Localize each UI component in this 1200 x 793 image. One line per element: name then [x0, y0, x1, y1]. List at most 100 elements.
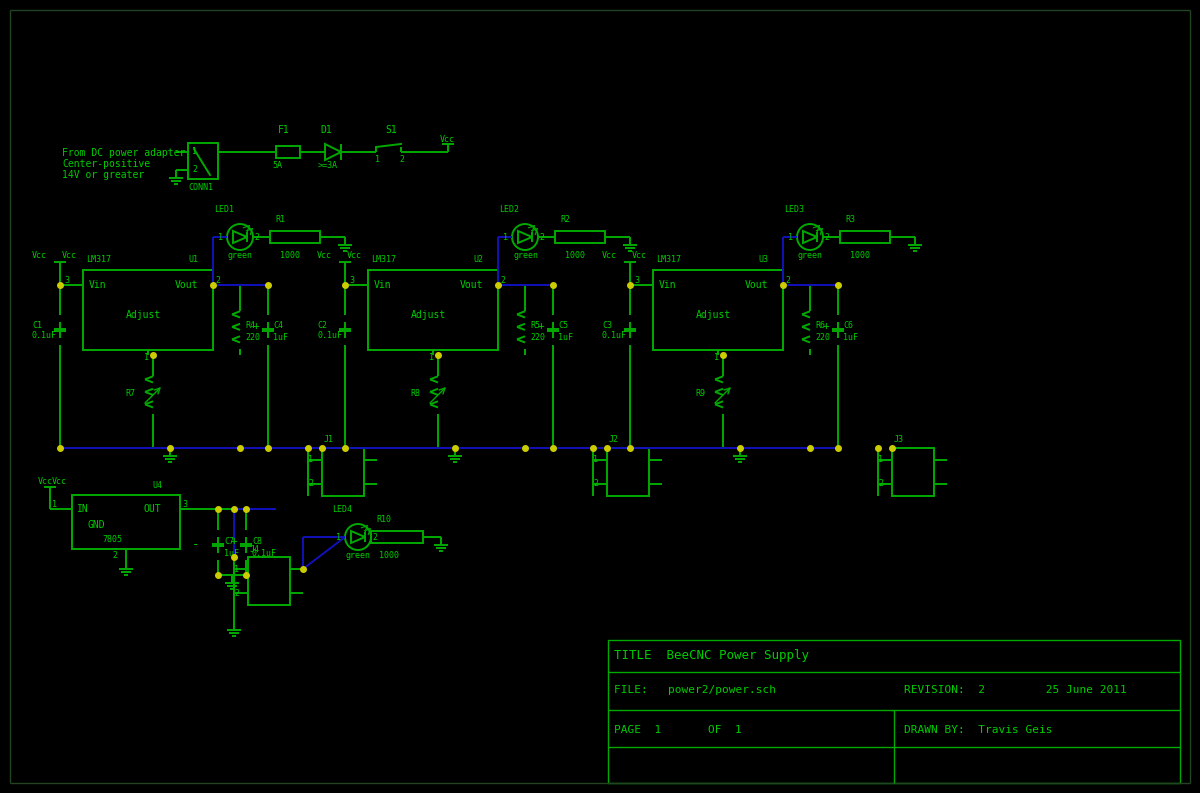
Text: +: + — [823, 321, 829, 331]
Text: REVISION:  2         25 June 2011: REVISION: 2 25 June 2011 — [904, 685, 1127, 695]
Bar — [840, 231, 890, 243]
Text: 2: 2 — [824, 232, 829, 242]
Text: Vout: Vout — [745, 280, 768, 290]
Text: 1000: 1000 — [850, 251, 870, 259]
Text: R5: R5 — [530, 320, 540, 330]
Text: Adjust: Adjust — [126, 310, 161, 320]
Text: 14V or greater: 14V or greater — [62, 170, 144, 180]
Text: Vcc: Vcc — [347, 251, 362, 260]
Text: J4: J4 — [250, 545, 260, 554]
Bar — [188, 143, 218, 179]
Text: GND: GND — [88, 520, 106, 530]
Text: 220: 220 — [530, 334, 545, 343]
Text: green: green — [228, 251, 253, 259]
Text: 1: 1 — [878, 455, 883, 465]
Text: U3: U3 — [758, 255, 768, 265]
Text: +: + — [253, 321, 259, 331]
Text: 2: 2 — [785, 276, 790, 285]
Text: 1000: 1000 — [379, 550, 398, 560]
Text: -: - — [192, 538, 199, 551]
Text: Vcc: Vcc — [52, 477, 67, 485]
Text: 1uF: 1uF — [558, 334, 574, 343]
Text: 7805: 7805 — [102, 534, 122, 543]
Text: 3: 3 — [182, 500, 187, 509]
Text: 1: 1 — [52, 500, 58, 509]
Text: C3: C3 — [602, 320, 612, 330]
Text: Vin: Vin — [374, 280, 391, 290]
Text: 1uF: 1uF — [842, 334, 858, 343]
Bar — [276, 146, 300, 158]
Text: 1: 1 — [503, 232, 508, 242]
Text: 0.1uF: 0.1uF — [317, 331, 342, 339]
Bar — [83, 270, 214, 350]
Text: R9: R9 — [695, 389, 706, 397]
Text: 2: 2 — [254, 232, 259, 242]
Text: 1000: 1000 — [565, 251, 586, 259]
Text: 0.1uF: 0.1uF — [252, 549, 277, 557]
Text: green: green — [514, 251, 538, 259]
Text: 1uF: 1uF — [274, 334, 288, 343]
Text: S1: S1 — [385, 125, 397, 135]
Bar — [653, 270, 784, 350]
Text: DRAWN BY:  Travis Geis: DRAWN BY: Travis Geis — [904, 725, 1052, 735]
Text: 1: 1 — [593, 455, 598, 465]
Text: J3: J3 — [894, 435, 904, 445]
Text: 220: 220 — [245, 334, 260, 343]
Text: PAGE  1: PAGE 1 — [614, 725, 661, 735]
Text: 1: 1 — [308, 455, 313, 465]
Text: Vcc: Vcc — [317, 251, 332, 260]
Text: 0.1uF: 0.1uF — [602, 331, 628, 339]
Text: LM317: LM317 — [371, 255, 396, 265]
Text: 2: 2 — [878, 480, 883, 488]
Text: 2: 2 — [234, 588, 239, 597]
Bar — [72, 495, 180, 549]
Text: R3: R3 — [845, 214, 854, 224]
Bar — [371, 531, 424, 543]
Text: U4: U4 — [152, 481, 162, 489]
Text: 1: 1 — [714, 353, 719, 362]
Bar — [248, 557, 290, 605]
Bar — [554, 231, 605, 243]
Text: R10: R10 — [376, 515, 391, 523]
Text: Adjust: Adjust — [696, 310, 731, 320]
Text: C4: C4 — [274, 320, 283, 330]
Text: TITLE  BeeCNC Power Supply: TITLE BeeCNC Power Supply — [614, 649, 809, 662]
Bar — [322, 448, 364, 496]
Text: C6: C6 — [842, 320, 853, 330]
Text: LED1: LED1 — [214, 205, 234, 213]
Text: R4: R4 — [245, 320, 256, 330]
Text: U1: U1 — [188, 255, 198, 265]
Text: F1: F1 — [278, 125, 289, 135]
Text: C7: C7 — [224, 537, 234, 546]
Text: OUT: OUT — [144, 504, 162, 514]
Text: Center-positive: Center-positive — [62, 159, 150, 169]
Text: LED4: LED4 — [332, 504, 352, 514]
Text: >=3A: >=3A — [318, 160, 338, 170]
Text: Vout: Vout — [460, 280, 484, 290]
Bar — [368, 270, 498, 350]
Text: U2: U2 — [473, 255, 482, 265]
Text: LM317: LM317 — [86, 255, 112, 265]
Text: LM317: LM317 — [656, 255, 682, 265]
Text: 1: 1 — [374, 155, 380, 164]
Text: 2: 2 — [398, 155, 404, 164]
Text: 0.1uF: 0.1uF — [32, 331, 58, 339]
Text: 2: 2 — [372, 533, 377, 542]
Text: 1: 1 — [234, 565, 239, 573]
Text: 2: 2 — [308, 480, 313, 488]
Bar — [607, 448, 649, 496]
Text: C5: C5 — [558, 320, 568, 330]
Text: Vcc: Vcc — [632, 251, 647, 260]
Text: LED2: LED2 — [499, 205, 520, 213]
Text: Vcc: Vcc — [38, 477, 53, 485]
Text: R6: R6 — [815, 320, 826, 330]
Text: 2: 2 — [192, 166, 197, 174]
Text: 2: 2 — [112, 550, 118, 560]
Text: 220: 220 — [815, 334, 830, 343]
Text: C1: C1 — [32, 320, 42, 330]
Text: green: green — [346, 550, 371, 560]
Bar — [270, 231, 320, 243]
Text: Vcc: Vcc — [440, 135, 455, 144]
Text: From DC power adapter: From DC power adapter — [62, 148, 185, 158]
Text: Vin: Vin — [659, 280, 677, 290]
